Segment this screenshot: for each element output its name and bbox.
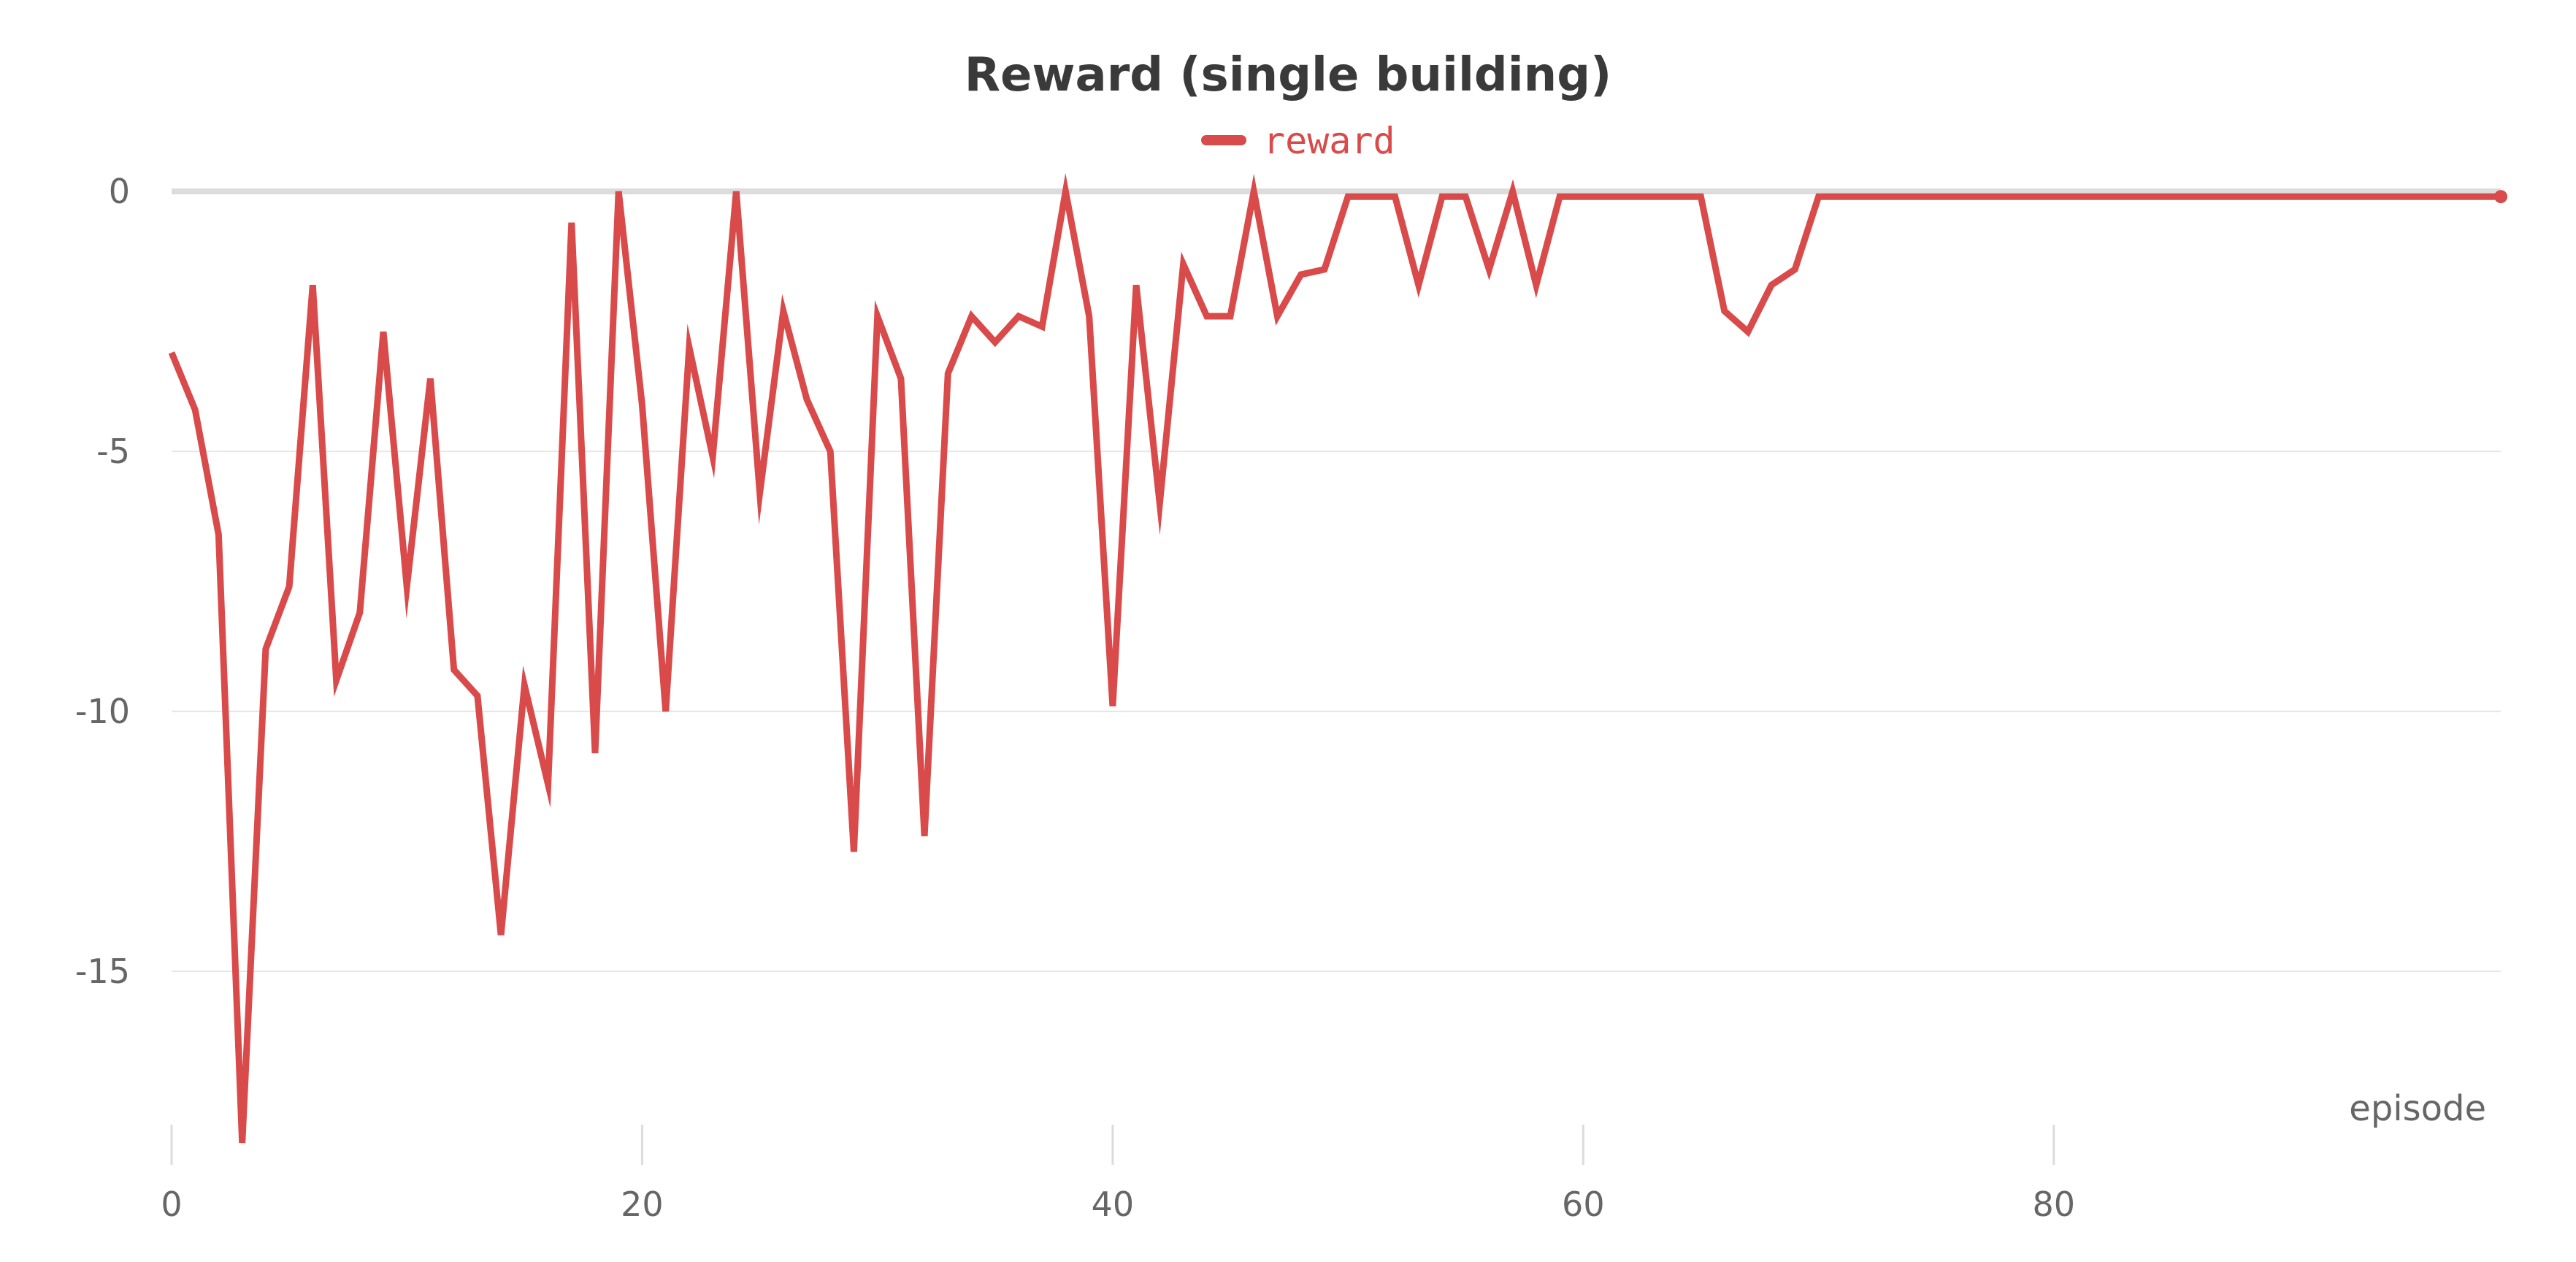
grid-lines xyxy=(172,188,2501,973)
legend-label-reward: reward xyxy=(1263,120,1395,162)
x-tick-label: 0 xyxy=(161,1185,182,1224)
x-tick-label: 80 xyxy=(2033,1185,2076,1224)
x-tick-label: 20 xyxy=(621,1185,664,1224)
series-line-reward[interactable] xyxy=(168,172,2501,1144)
y-tick-label: 0 xyxy=(109,172,130,211)
series-end-point[interactable] xyxy=(2494,190,2507,204)
y-tick-label: -5 xyxy=(96,432,130,471)
x-tick-label: 40 xyxy=(1092,1185,1135,1224)
legend[interactable]: reward xyxy=(1201,120,1395,162)
chart-title: Reward (single building) xyxy=(965,48,1612,102)
x-axis-ticks: 0 20 40 60 80 xyxy=(161,1125,2075,1224)
x-axis-label: episode xyxy=(2349,1088,2486,1129)
y-tick-label: -15 xyxy=(75,952,130,991)
y-axis-ticks: 0 -5 -10 -15 xyxy=(75,172,130,991)
y-tick-label: -10 xyxy=(75,692,130,731)
series-reward[interactable] xyxy=(168,172,2507,1144)
x-tick-label: 60 xyxy=(1562,1185,1605,1224)
